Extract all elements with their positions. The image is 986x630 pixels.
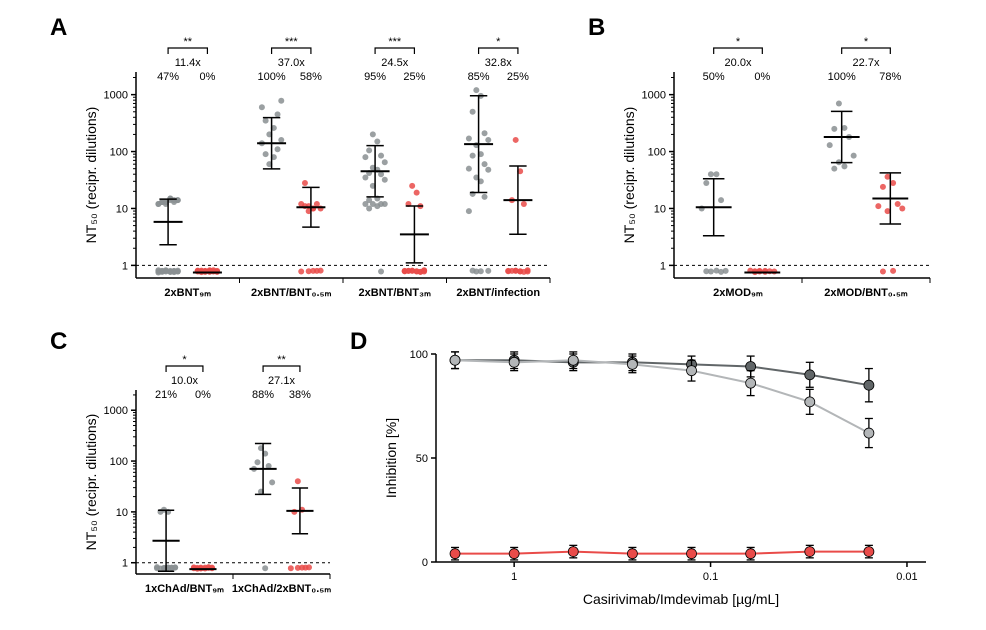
svg-text:2xBNT/BNT₃ₘ: 2xBNT/BNT₃ₘ — [359, 287, 432, 299]
svg-text:10: 10 — [654, 203, 666, 215]
panel-A: NT₅₀ (recipr. dilutions) 1 10 100 1000 2xBNT₉… — [80, 26, 558, 318]
figure-container: A B C D NT₅₀ (recipr. dilutions)11010010… — [0, 0, 986, 630]
svg-text:0%: 0% — [199, 71, 215, 83]
svg-text:25%: 25% — [403, 71, 425, 83]
svg-text:**: ** — [277, 354, 286, 366]
svg-text:1xChAd/2xBNT₀.₅ₘ: 1xChAd/2xBNT₀.₅ₘ — [232, 583, 332, 595]
svg-text:38%: 38% — [289, 389, 311, 401]
svg-text:100%: 100% — [828, 71, 856, 83]
svg-text:88%: 88% — [252, 389, 274, 401]
svg-text:***: *** — [285, 36, 299, 48]
svg-text:NT₅₀ (recipr. dilutions): NT₅₀ (recipr. dilutions) — [621, 107, 637, 244]
svg-text:100: 100 — [648, 147, 666, 159]
svg-text:**: ** — [183, 36, 192, 48]
svg-text:20.0x: 20.0x — [725, 57, 752, 69]
svg-text:22.7x: 22.7x — [853, 57, 880, 69]
svg-text:NT₅₀ (recipr. dilutions): NT₅₀ (recipr. dilutions) — [83, 107, 99, 244]
svg-text:*: * — [736, 36, 741, 48]
svg-text:Inhibition [%]: Inhibition [%] — [383, 418, 399, 498]
svg-text:37.0x: 37.0x — [278, 57, 305, 69]
svg-text:0%: 0% — [195, 389, 211, 401]
svg-text:***: *** — [388, 36, 402, 48]
svg-text:85%: 85% — [468, 71, 490, 83]
svg-text:50: 50 — [416, 453, 428, 465]
svg-text:0.1: 0.1 — [703, 571, 718, 583]
svg-text:Casirivimab/Imdevimab [µg/mL]: Casirivimab/Imdevimab [µg/mL] — [583, 591, 779, 607]
svg-text:10: 10 — [116, 203, 128, 215]
svg-text:32.8x: 32.8x — [485, 57, 512, 69]
svg-text:1: 1 — [660, 260, 666, 272]
svg-text:95%: 95% — [364, 71, 386, 83]
svg-text:1xChAd/BNT₉ₘ: 1xChAd/BNT₉ₘ — [145, 583, 224, 595]
svg-text:*: * — [864, 36, 869, 48]
svg-text:47%: 47% — [157, 71, 179, 83]
panel-C: NT₅₀ (recipr. dilutions) 1 10 100 1000 1xChAd… — [80, 344, 338, 614]
panel-label-B: B — [588, 14, 605, 42]
svg-text:2xBNT/BNT₀.₅ₘ: 2xBNT/BNT₀.₅ₘ — [251, 287, 332, 299]
svg-text:100%: 100% — [258, 71, 286, 83]
svg-text:*: * — [182, 354, 187, 366]
svg-text:24.5x: 24.5x — [381, 57, 408, 69]
svg-text:78%: 78% — [879, 71, 901, 83]
svg-text:1000: 1000 — [642, 90, 666, 102]
svg-text:25%: 25% — [507, 71, 529, 83]
svg-text:2xMOD₉ₘ: 2xMOD₉ₘ — [713, 287, 763, 299]
panel-B: NT₅₀ (recipr. dilutions) 1 10 100 1000 2xMOD₉… — [618, 26, 938, 318]
panel-label-C: C — [50, 328, 67, 356]
svg-text:10: 10 — [116, 507, 128, 519]
svg-text:1: 1 — [122, 260, 128, 272]
svg-text:100: 100 — [110, 456, 128, 468]
svg-text:100: 100 — [410, 349, 428, 361]
svg-text:100: 100 — [110, 147, 128, 159]
panel-D: Inhibition [%] Casirivimab/Imdevimab [µg/… — [380, 344, 940, 614]
svg-text:1000: 1000 — [104, 90, 128, 102]
panel-label-A: A — [50, 14, 67, 42]
svg-text:50%: 50% — [703, 71, 725, 83]
svg-text:2xBNT/infection: 2xBNT/infection — [456, 287, 540, 299]
svg-text:0%: 0% — [754, 71, 770, 83]
svg-text:21%: 21% — [155, 389, 177, 401]
panel-label-D: D — [350, 328, 367, 356]
svg-text:*: * — [496, 36, 501, 48]
svg-text:0.01: 0.01 — [896, 571, 917, 583]
svg-text:2xMOD/BNT₀.₅ₘ: 2xMOD/BNT₀.₅ₘ — [824, 287, 908, 299]
svg-text:27.1x: 27.1x — [268, 375, 295, 387]
svg-text:11.4x: 11.4x — [175, 57, 202, 69]
svg-text:1: 1 — [122, 558, 128, 570]
svg-text:NT₅₀ (recipr. dilutions): NT₅₀ (recipr. dilutions) — [83, 414, 99, 551]
svg-text:1: 1 — [511, 571, 517, 583]
svg-text:10.0x: 10.0x — [171, 375, 198, 387]
svg-text:58%: 58% — [300, 71, 322, 83]
svg-text:1000: 1000 — [104, 405, 128, 417]
svg-text:0: 0 — [422, 557, 428, 569]
svg-text:2xBNT₉ₘ: 2xBNT₉ₘ — [164, 287, 211, 299]
